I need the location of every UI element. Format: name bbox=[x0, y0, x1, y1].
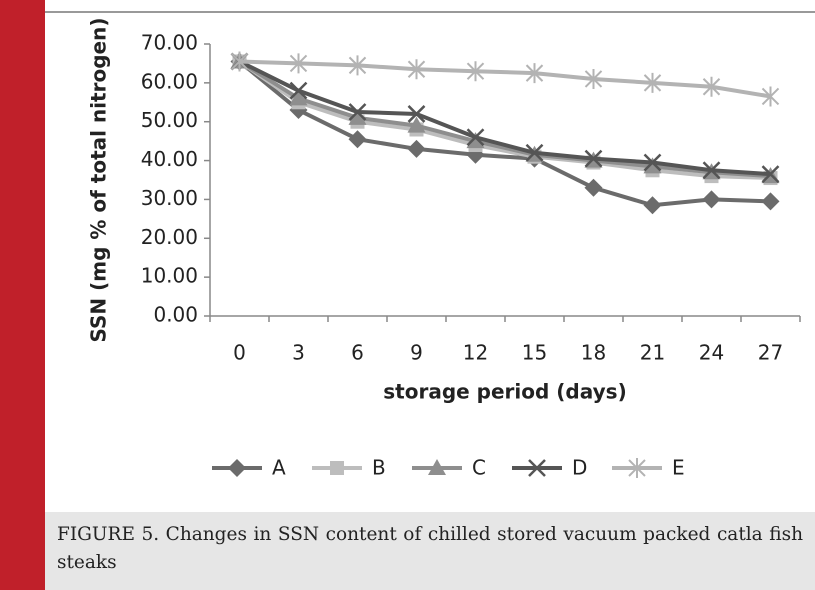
data-point bbox=[230, 51, 249, 72]
data-point bbox=[584, 178, 603, 197]
y-tick-label: 70.00 bbox=[141, 31, 198, 55]
legend-label: A bbox=[272, 456, 286, 480]
series-line bbox=[238, 59, 771, 181]
data-point bbox=[761, 192, 780, 211]
x-tick-label: 21 bbox=[640, 341, 665, 365]
data-point bbox=[348, 103, 367, 121]
data-point bbox=[643, 153, 662, 172]
x-axis-title: storage period (days) bbox=[383, 380, 626, 404]
data-point bbox=[525, 63, 544, 84]
data-point bbox=[466, 61, 485, 82]
data-point bbox=[348, 130, 367, 149]
data-point bbox=[348, 108, 367, 125]
x-tick-label: 0 bbox=[233, 341, 246, 365]
legend-label: E bbox=[672, 456, 685, 480]
data-point bbox=[702, 76, 721, 97]
y-tick-label: 20.00 bbox=[141, 225, 198, 249]
data-point bbox=[348, 55, 367, 76]
data-point bbox=[761, 165, 780, 184]
y-tick-label: 50.00 bbox=[141, 108, 198, 132]
y-tick-label: 0.00 bbox=[153, 303, 198, 327]
legend-marker bbox=[628, 458, 646, 478]
legend-marker bbox=[428, 459, 446, 475]
data-point bbox=[289, 53, 308, 74]
data-point bbox=[584, 68, 603, 89]
data-point bbox=[761, 86, 780, 107]
data-point bbox=[643, 157, 662, 174]
series-line bbox=[238, 59, 771, 179]
x-tick-label: 18 bbox=[581, 341, 606, 365]
data-point bbox=[289, 81, 308, 100]
legend-label: B bbox=[372, 456, 386, 480]
x-tick-label: 9 bbox=[410, 341, 423, 365]
legend-label: D bbox=[572, 456, 587, 480]
data-point bbox=[407, 59, 426, 80]
legend-marker bbox=[330, 461, 344, 475]
figure-caption: FIGURE 5. Changes in SSN content of chil… bbox=[45, 512, 815, 590]
data-point bbox=[289, 89, 308, 106]
y-axis-title: SSN (mg % of total nitrogen) bbox=[87, 18, 111, 343]
x-tick-label: 6 bbox=[351, 341, 364, 365]
side-bar bbox=[0, 0, 45, 590]
y-tick-label: 60.00 bbox=[141, 69, 198, 93]
y-tick-label: 30.00 bbox=[141, 186, 198, 210]
x-tick-label: 27 bbox=[758, 341, 783, 365]
x-tick-label: 3 bbox=[292, 341, 305, 365]
series-line bbox=[239, 59, 771, 99]
y-tick-label: 40.00 bbox=[141, 147, 198, 171]
legend-marker bbox=[528, 459, 546, 477]
y-tick-label: 10.00 bbox=[141, 264, 198, 288]
data-point bbox=[702, 161, 721, 180]
data-point bbox=[643, 72, 662, 93]
data-point bbox=[407, 116, 426, 133]
data-point bbox=[525, 143, 544, 162]
x-tick-label: 24 bbox=[699, 341, 724, 365]
data-point bbox=[466, 128, 485, 147]
x-tick-label: 15 bbox=[522, 341, 547, 365]
data-point bbox=[702, 190, 721, 209]
x-tick-label: 12 bbox=[463, 341, 488, 365]
legend-label: C bbox=[472, 456, 486, 480]
data-point bbox=[643, 196, 662, 215]
series-line bbox=[238, 59, 771, 208]
series-line bbox=[238, 59, 771, 177]
data-point bbox=[584, 149, 603, 168]
legend-marker bbox=[228, 459, 246, 477]
data-point bbox=[407, 105, 426, 123]
data-point bbox=[407, 139, 426, 158]
data-point bbox=[466, 132, 485, 149]
